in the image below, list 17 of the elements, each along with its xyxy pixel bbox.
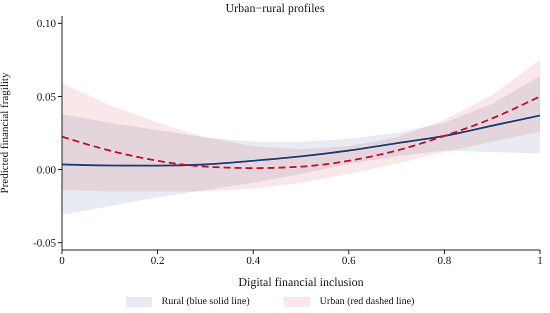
x-tick-label: 0.2 bbox=[150, 254, 164, 267]
legend-label: Rural (blue solid line) bbox=[162, 296, 250, 307]
chart-title: Urban−rural profiles bbox=[224, 0, 326, 16]
x-tick-label: 0.4 bbox=[246, 254, 261, 267]
x-axis-title: Digital financial inclusion bbox=[238, 275, 364, 289]
y-tick-label: 0.05 bbox=[36, 91, 56, 104]
line-series bbox=[62, 96, 540, 169]
x-tick-label: 0.6 bbox=[342, 254, 356, 267]
x-tick-label: 0.8 bbox=[438, 254, 452, 267]
y-axis-title: Predicted financial fragility bbox=[0, 72, 11, 194]
y-tick-label: 0.00 bbox=[36, 164, 56, 176]
legend-label: Urban (red dashed line) bbox=[320, 296, 414, 307]
x-tick-label: 0 bbox=[59, 254, 66, 267]
x-tick-label: 1 bbox=[537, 254, 543, 267]
y-tick-label: -0.05 bbox=[33, 238, 56, 250]
line-series bbox=[62, 114, 540, 167]
y-tick-label: 0.10 bbox=[36, 18, 56, 30]
